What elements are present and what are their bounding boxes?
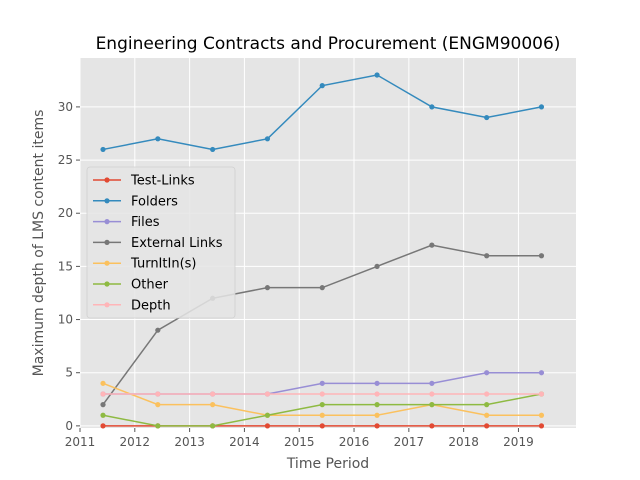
x-tick-label: 2013 xyxy=(174,435,205,449)
y-axis-label: Maximum depth of LMS content items xyxy=(31,110,47,377)
legend-marker xyxy=(104,198,110,204)
data-point-turnitin-s xyxy=(538,412,545,418)
data-point-other xyxy=(319,402,325,408)
data-point-external-links xyxy=(155,327,161,333)
x-tick-label: 2015 xyxy=(284,435,315,449)
data-point-other xyxy=(264,412,271,418)
data-point-test-links xyxy=(100,423,106,429)
data-point-other xyxy=(484,402,490,408)
legend-label: External Links xyxy=(131,236,223,251)
legend-label: Folders xyxy=(131,194,178,209)
data-point-folders xyxy=(538,104,545,110)
legend-label: Files xyxy=(131,215,160,230)
legend-label: Other xyxy=(131,278,169,293)
series-lines xyxy=(100,72,545,429)
data-point-external-links xyxy=(484,253,490,259)
data-point-folders xyxy=(484,114,490,121)
data-point-external-links xyxy=(264,285,271,291)
data-point-depth xyxy=(210,391,216,397)
data-point-test-links xyxy=(538,423,545,429)
chart-title: Engineering Contracts and Procurement (E… xyxy=(96,34,561,54)
data-point-files xyxy=(484,370,490,376)
y-tick-label: 30 xyxy=(58,100,73,114)
x-tick-label: 2019 xyxy=(503,435,534,449)
x-tick-label: 2014 xyxy=(229,435,260,449)
data-point-test-links xyxy=(484,423,490,429)
data-point-depth xyxy=(429,391,435,397)
data-point-folders xyxy=(155,136,161,142)
data-point-depth xyxy=(100,391,106,397)
data-point-depth xyxy=(374,391,380,397)
series-other xyxy=(100,391,545,429)
data-point-folders xyxy=(374,72,380,78)
data-point-other xyxy=(100,412,106,418)
data-point-test-links xyxy=(264,423,271,429)
data-point-turnitin-s xyxy=(210,402,216,408)
x-axis-ticks: 2011 2012 2013 2014 2015 2016 2017 2018 2019 xyxy=(65,428,534,449)
y-tick-label: 10 xyxy=(58,313,73,327)
y-axis-ticks: 0 5 10 15 20 25 30 xyxy=(58,100,80,433)
data-point-turnitin-s xyxy=(100,380,106,386)
series-turnitin-s xyxy=(100,380,545,418)
data-point-depth xyxy=(538,391,545,397)
legend-marker xyxy=(104,177,110,183)
data-point-turnitin-s xyxy=(155,402,161,408)
legend-box xyxy=(86,166,236,319)
data-point-turnitin-s xyxy=(484,412,490,418)
x-tick-label: 2017 xyxy=(394,435,425,449)
legend-marker xyxy=(104,302,110,308)
data-point-folders xyxy=(319,83,325,89)
y-tick-label: 20 xyxy=(58,206,73,220)
legend-marker xyxy=(104,281,110,287)
data-point-folders xyxy=(264,136,271,142)
x-tick-label: 2012 xyxy=(120,435,151,449)
data-point-external-links xyxy=(429,242,435,248)
y-tick-label: 0 xyxy=(65,419,73,433)
legend-marker xyxy=(104,219,110,225)
legend-label: Depth xyxy=(131,298,171,313)
x-tick-label: 2018 xyxy=(448,435,479,449)
series-depth xyxy=(100,391,545,397)
data-point-depth xyxy=(264,391,271,397)
x-axis-label: Time Period xyxy=(286,456,369,472)
y-tick-label: 15 xyxy=(58,259,73,273)
data-point-files xyxy=(538,370,545,376)
data-point-turnitin-s xyxy=(374,412,380,418)
data-point-other xyxy=(429,402,435,408)
series-folders xyxy=(100,72,545,153)
data-point-files xyxy=(374,380,380,386)
x-tick-label: 2011 xyxy=(65,435,96,449)
data-point-folders xyxy=(429,104,435,110)
data-point-other xyxy=(155,423,161,429)
data-point-depth xyxy=(155,391,161,397)
data-point-external-links xyxy=(374,263,380,269)
data-point-files xyxy=(429,380,435,386)
data-point-test-links xyxy=(429,423,435,429)
data-point-test-links xyxy=(374,423,380,429)
legend-marker xyxy=(104,239,110,245)
data-point-other xyxy=(374,402,380,408)
legend-label: Test-Links xyxy=(130,174,195,189)
legend-label: TurnItIn(s) xyxy=(130,257,196,272)
data-point-external-links xyxy=(538,253,545,259)
y-tick-label: 5 xyxy=(65,366,73,380)
data-point-turnitin-s xyxy=(319,412,325,418)
data-point-depth xyxy=(484,391,490,397)
y-tick-label: 25 xyxy=(58,153,73,167)
data-point-test-links xyxy=(319,423,325,429)
data-point-folders xyxy=(210,146,216,153)
data-point-external-links xyxy=(100,402,106,408)
data-point-depth xyxy=(319,391,325,397)
data-point-files xyxy=(319,380,325,386)
x-tick-label: 2016 xyxy=(339,435,370,449)
legend: Test-Links Folders Files External Links Turn… xyxy=(86,166,236,319)
data-point-other xyxy=(210,423,216,429)
data-point-external-links xyxy=(319,285,325,291)
data-point-folders xyxy=(100,146,106,153)
legend-marker xyxy=(104,260,110,266)
